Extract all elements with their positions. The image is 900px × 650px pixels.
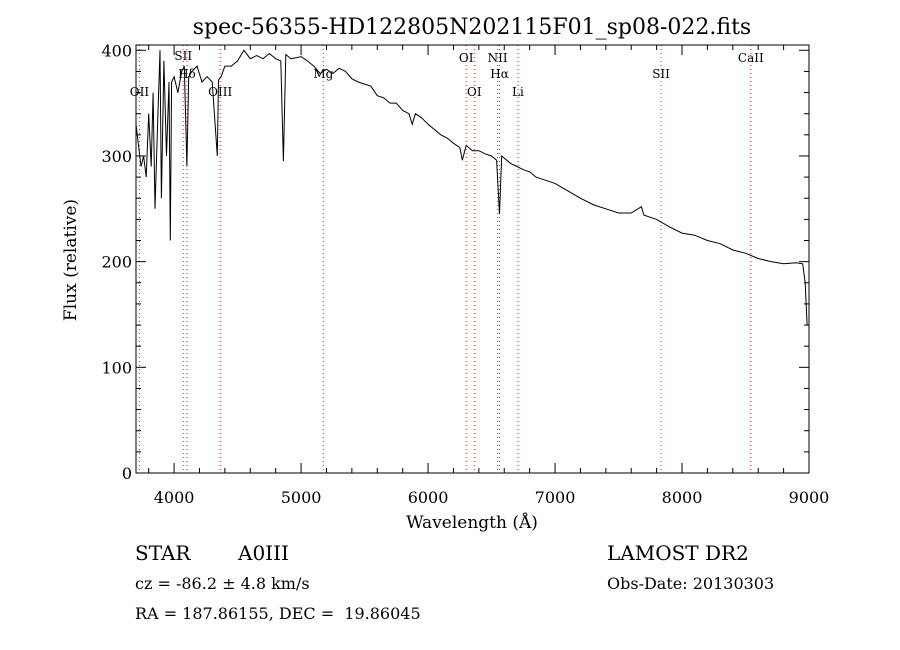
line-label-8: Hα	[490, 67, 509, 81]
x-tick-label-1: 5000	[281, 488, 322, 507]
line-label-6: OI	[467, 85, 482, 99]
obs-date: Obs-Date: 20130303	[607, 574, 775, 593]
line-label-0: OII	[130, 85, 150, 99]
spectrum-series	[135, 49, 809, 326]
object-subclass: A0III	[238, 541, 289, 565]
plot-frame	[135, 44, 810, 474]
x-tick-label-5: 9000	[789, 488, 830, 507]
plot-axes	[135, 44, 810, 474]
line-label-11: CaII	[738, 51, 764, 65]
line-label-3: OIII	[208, 85, 232, 99]
x-axis-label: Wavelength (Å)	[406, 512, 538, 533]
x-tick-label-0: 4000	[154, 488, 195, 507]
spectrum-line-0	[135, 49, 809, 326]
coordinates: RA = 187.86155, DEC = 19.86045	[135, 604, 421, 623]
object-class: STAR	[135, 541, 191, 565]
line-label-5: OI	[459, 51, 474, 65]
redshift-text: cz = -86.2 ± 4.8 km/s	[135, 574, 310, 593]
line-label-7: NII	[488, 51, 508, 65]
y-tick-label-4: 400	[101, 41, 132, 60]
y-tick-label-1: 100	[101, 358, 132, 377]
y-tick-label-0: 0	[122, 464, 132, 483]
line-label-9: Li	[512, 85, 524, 99]
chart-title: spec-56355-HD122805N202115F01_sp08-022.f…	[193, 15, 751, 40]
y-tick-label-3: 300	[101, 147, 132, 166]
line-label-10: SII	[652, 67, 670, 81]
x-tick-label-4: 8000	[662, 488, 703, 507]
survey-name: LAMOST DR2	[607, 541, 749, 565]
x-tick-label-3: 7000	[535, 488, 576, 507]
line-label-2: SII	[174, 49, 192, 63]
y-axis-label: Flux (relative)	[61, 199, 81, 321]
x-tick-label-2: 6000	[408, 488, 449, 507]
y-tick-label-2: 200	[101, 253, 132, 272]
tick-labels: 4000 5000 6000 7000 8000 9000 0 100 200 300 400	[101, 41, 829, 507]
